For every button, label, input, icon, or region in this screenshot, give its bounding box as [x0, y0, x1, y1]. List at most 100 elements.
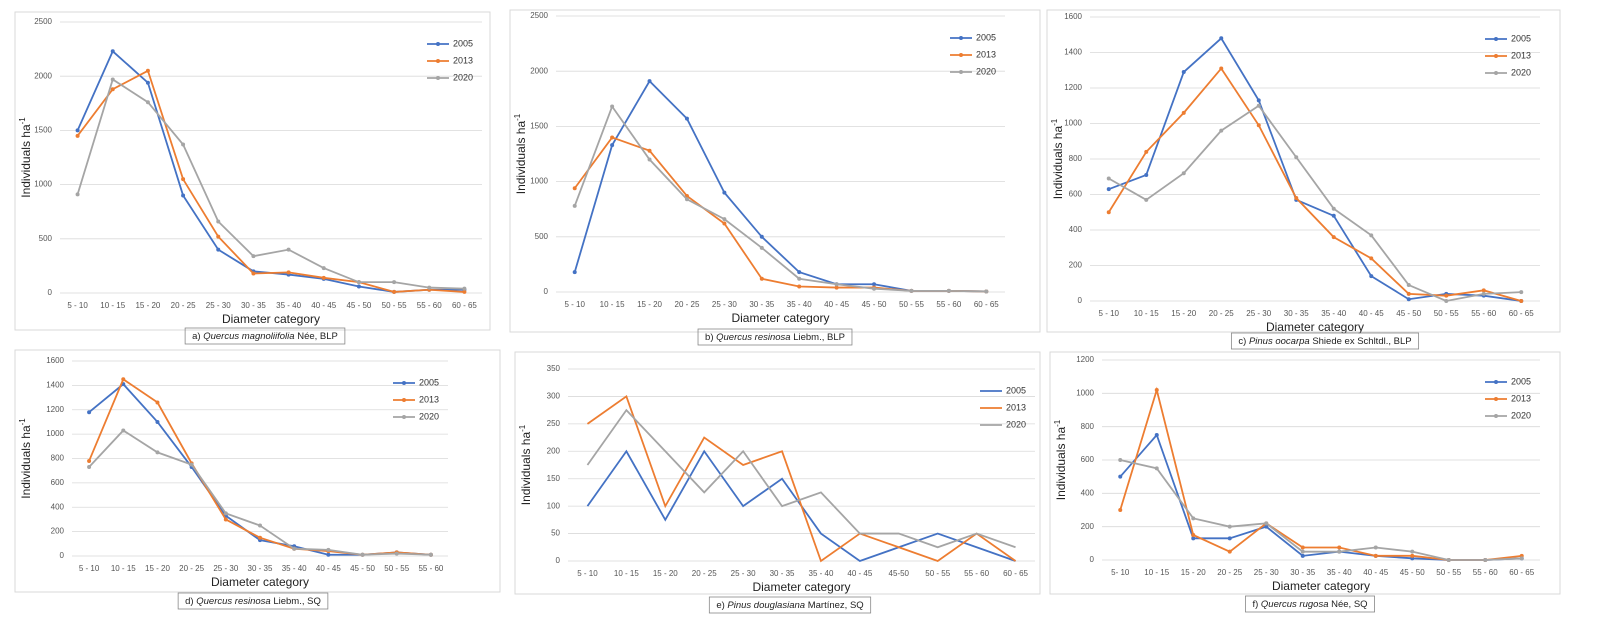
data-point	[1446, 558, 1451, 562]
caption-species: Quercus resinosa	[196, 596, 270, 607]
x-tick-label: 5- 10	[1111, 568, 1130, 577]
x-tick-label: 10 - 15	[1134, 309, 1159, 318]
caption-label: e)	[716, 600, 724, 611]
y-tick-label: 0	[1090, 555, 1095, 564]
y-tick-label: 400	[1081, 488, 1095, 497]
data-point	[356, 280, 361, 285]
data-point	[216, 219, 221, 224]
data-point	[223, 517, 228, 522]
caption: f) Quercus rugosa Née, SQ	[1252, 599, 1367, 610]
panel-frame	[514, 351, 1041, 595]
x-tick-label: 5 - 10	[564, 300, 585, 309]
y-axis-title-exponent: -1	[1050, 118, 1059, 126]
data-point	[1406, 297, 1411, 302]
data-point	[1191, 533, 1196, 537]
y-tick-label: 1000	[530, 177, 548, 186]
y-tick-label: 1600	[1064, 12, 1082, 21]
y-tick-label: 2500	[34, 17, 52, 26]
data-point	[1227, 536, 1232, 541]
y-tick-label: 600	[51, 478, 65, 487]
data-point	[1444, 299, 1449, 303]
y-tick-label: 2000	[530, 66, 548, 75]
y-tick-label: 200	[51, 527, 65, 536]
data-point	[1118, 508, 1123, 512]
y-tick-label: 100	[547, 501, 561, 510]
x-axis-title: Diameter category	[211, 575, 309, 589]
x-tick-label: 20 - 25	[692, 569, 717, 578]
data-point	[216, 247, 221, 252]
data-point	[722, 217, 727, 222]
x-tick-label: 50 - 55	[384, 564, 409, 573]
data-point	[1154, 466, 1159, 471]
y-axis-title-exponent: -1	[1053, 419, 1062, 427]
data-point	[1406, 283, 1411, 288]
x-tick-label: 40 - 45	[316, 564, 341, 573]
data-point	[216, 234, 221, 239]
series-line	[76, 78, 465, 290]
data-point	[110, 87, 115, 92]
x-tick-label: 10 - 15	[614, 569, 639, 578]
y-tick-label: 800	[1069, 154, 1083, 163]
x-tick-label: 25 - 30	[731, 569, 756, 578]
y-tick-label: 2500	[530, 11, 548, 20]
x-tick-label: 35 - 40	[1321, 309, 1346, 318]
data-point	[1144, 197, 1149, 202]
data-point	[1373, 545, 1378, 550]
caption-label: f)	[1252, 599, 1258, 610]
legend-label: 2013	[976, 49, 996, 59]
legend-marker	[436, 76, 440, 80]
series-line	[586, 408, 1016, 549]
x-tick-label: 10 - 15	[1144, 568, 1169, 577]
x-tick-label: 55 - 60	[1473, 568, 1498, 577]
x-tick-label: 5 - 10	[577, 569, 598, 578]
legend-marker	[1494, 37, 1498, 41]
legend-marker	[959, 70, 963, 74]
x-tick-label: 55 - 60	[417, 301, 442, 310]
data-point	[1369, 274, 1374, 279]
y-tick-label: 1000	[34, 180, 52, 189]
data-point	[1369, 233, 1374, 238]
legend-marker	[1494, 380, 1498, 384]
x-tick-label: 60 - 65	[1509, 309, 1534, 318]
legend-marker	[1494, 397, 1498, 401]
data-point	[321, 275, 326, 280]
y-tick-label: 0	[544, 287, 549, 296]
y-axis-title-text: Individuals ha	[1054, 427, 1068, 501]
y-tick-label: 400	[1069, 225, 1083, 234]
data-point	[75, 192, 80, 197]
y-tick-label: 400	[51, 502, 65, 511]
data-point	[1256, 123, 1261, 128]
y-tick-label: 200	[1069, 261, 1083, 270]
data-point	[1118, 458, 1123, 462]
caption-suffix: Shiede ex Schltdl., BLP	[1312, 336, 1411, 347]
data-point	[759, 276, 764, 281]
data-point	[909, 288, 914, 293]
caption-box	[1230, 332, 1420, 350]
data-point	[1144, 149, 1149, 154]
legend-marker	[436, 42, 440, 46]
data-point	[1300, 545, 1305, 550]
y-tick-label: 1000	[1064, 119, 1082, 128]
y-tick-label: 1400	[1064, 48, 1082, 57]
data-point	[1118, 474, 1123, 479]
x-tick-label: 25 - 30	[712, 300, 737, 309]
x-tick-label: 10 - 15	[100, 301, 125, 310]
series-line	[1119, 433, 1522, 561]
x-tick-label: 55 - 60	[936, 300, 961, 309]
series-line	[1108, 36, 1522, 302]
y-axis-title: Individuals ha-1	[513, 113, 528, 194]
x-tick-label: 60 - 65	[452, 301, 477, 310]
x-tick-label: 55 - 60	[418, 564, 443, 573]
y-axis-title-text: Individuals ha	[19, 124, 33, 198]
x-tick-label: 45 - 50	[862, 300, 887, 309]
data-point	[121, 428, 126, 433]
x-tick-label: 40 - 45	[824, 300, 849, 309]
data-point	[326, 552, 331, 557]
x-axis-title: Diameter category	[731, 311, 829, 325]
data-point	[759, 234, 764, 239]
data-point	[251, 271, 256, 276]
data-point	[189, 462, 194, 467]
data-point	[1337, 549, 1342, 554]
data-point	[1227, 549, 1232, 554]
x-tick-label: 40 - 45	[1359, 309, 1384, 318]
